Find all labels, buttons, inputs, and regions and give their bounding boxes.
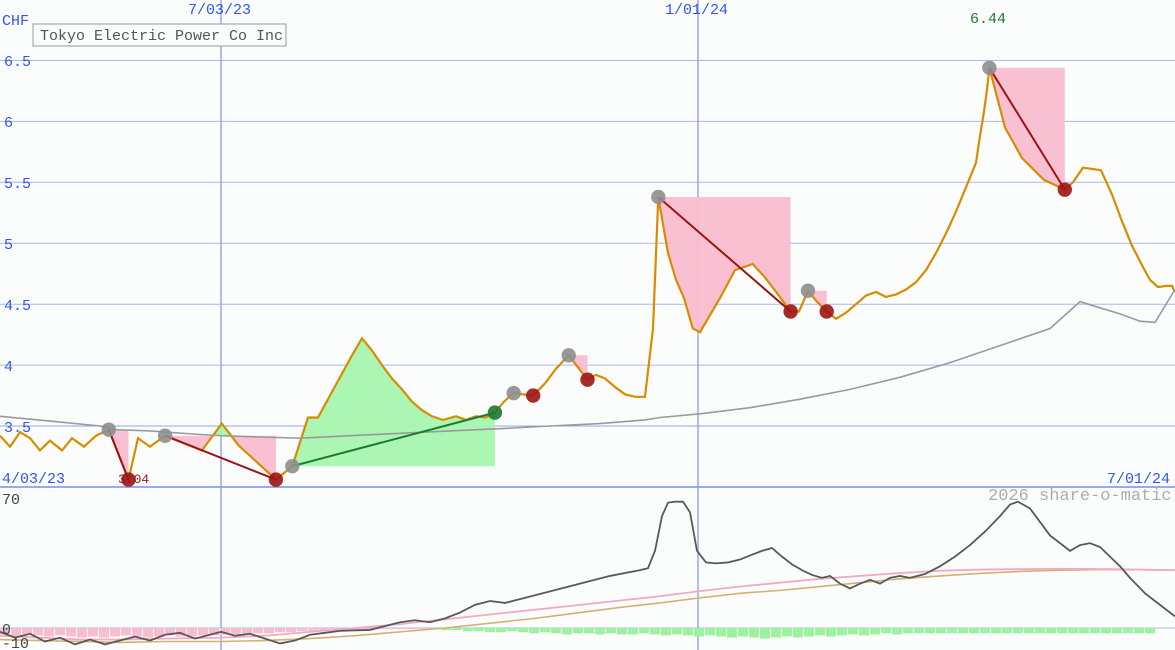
svg-text:6: 6 — [4, 115, 13, 132]
svg-text:7/03/23: 7/03/23 — [188, 2, 251, 19]
svg-text:4.5: 4.5 — [4, 298, 31, 315]
svg-text:6.44: 6.44 — [970, 11, 1006, 28]
svg-text:2026 share-o-matic.com: 2026 share-o-matic.com — [988, 487, 1175, 506]
svg-text:3.5: 3.5 — [4, 420, 31, 437]
svg-text:4: 4 — [4, 359, 13, 376]
svg-text:1/01/24: 1/01/24 — [665, 2, 728, 19]
svg-text:CHF: CHF — [2, 13, 29, 30]
svg-text:5: 5 — [4, 237, 13, 254]
svg-text:7/01/24: 7/01/24 — [1107, 471, 1170, 488]
svg-text:4/03/23: 4/03/23 — [2, 471, 65, 488]
svg-text:70: 70 — [2, 492, 20, 509]
svg-text:-10: -10 — [2, 636, 29, 650]
svg-text:5.5: 5.5 — [4, 176, 31, 193]
svg-text:Tokyo Electric Power Co Inc: Tokyo Electric Power Co Inc — [40, 28, 283, 45]
svg-text:6.5: 6.5 — [4, 54, 31, 71]
svg-text:3.04: 3.04 — [118, 472, 149, 487]
